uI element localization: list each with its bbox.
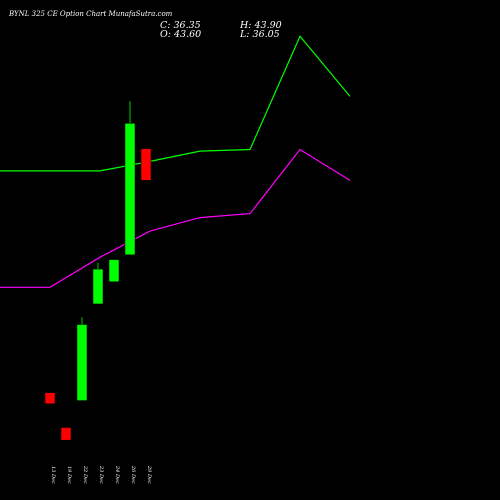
candle-29-dec (140, 148, 152, 181)
candlesticks (44, 101, 152, 441)
x-tick-label: 26 Dec (130, 465, 136, 484)
low-value: L: 36.05 (240, 29, 280, 40)
chart-title: BYNL 325 CE Option Chart MunafaSutra.com (9, 10, 173, 18)
candle-13-dec (44, 392, 56, 404)
high-value: H: 43.90 (240, 20, 282, 31)
candle-22-dec (76, 317, 88, 401)
open-value: O: 43.60 (160, 29, 202, 40)
ma-line-green (0, 35, 351, 172)
candle-26-dec (124, 101, 136, 256)
candle-23-dec (92, 262, 104, 305)
candle-24-dec (108, 259, 120, 283)
candle-body-bearish (140, 148, 152, 181)
moving-average-lines (0, 35, 351, 288)
close-value: C: 36.35 (160, 20, 201, 31)
x-tick-label: 19 Dec (66, 466, 72, 484)
x-tick-label: 22 Dec (82, 465, 88, 484)
candle-body-bullish (76, 324, 88, 401)
candle-19-dec (60, 427, 72, 441)
x-tick-label: 29 Dec (146, 465, 152, 484)
candle-body-bullish (108, 259, 120, 283)
ma-line-magenta (0, 148, 351, 288)
candle-body-bearish (60, 427, 72, 441)
candle-body-bullish (92, 268, 104, 305)
x-tick-label: 13 Dec (50, 466, 56, 484)
candle-body-bearish (44, 392, 56, 404)
x-tick-label: 23 Dec (98, 465, 104, 484)
x-axis-labels: 13 Dec 19 Dec 22 Dec 23 Dec 24 Dec 26 Dec 29 D… (50, 465, 152, 484)
x-tick-label: 24 Dec (114, 465, 120, 484)
candle-body-bullish (124, 123, 136, 256)
